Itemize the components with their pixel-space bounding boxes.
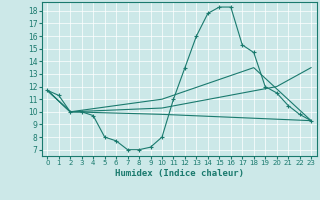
X-axis label: Humidex (Indice chaleur): Humidex (Indice chaleur) — [115, 169, 244, 178]
